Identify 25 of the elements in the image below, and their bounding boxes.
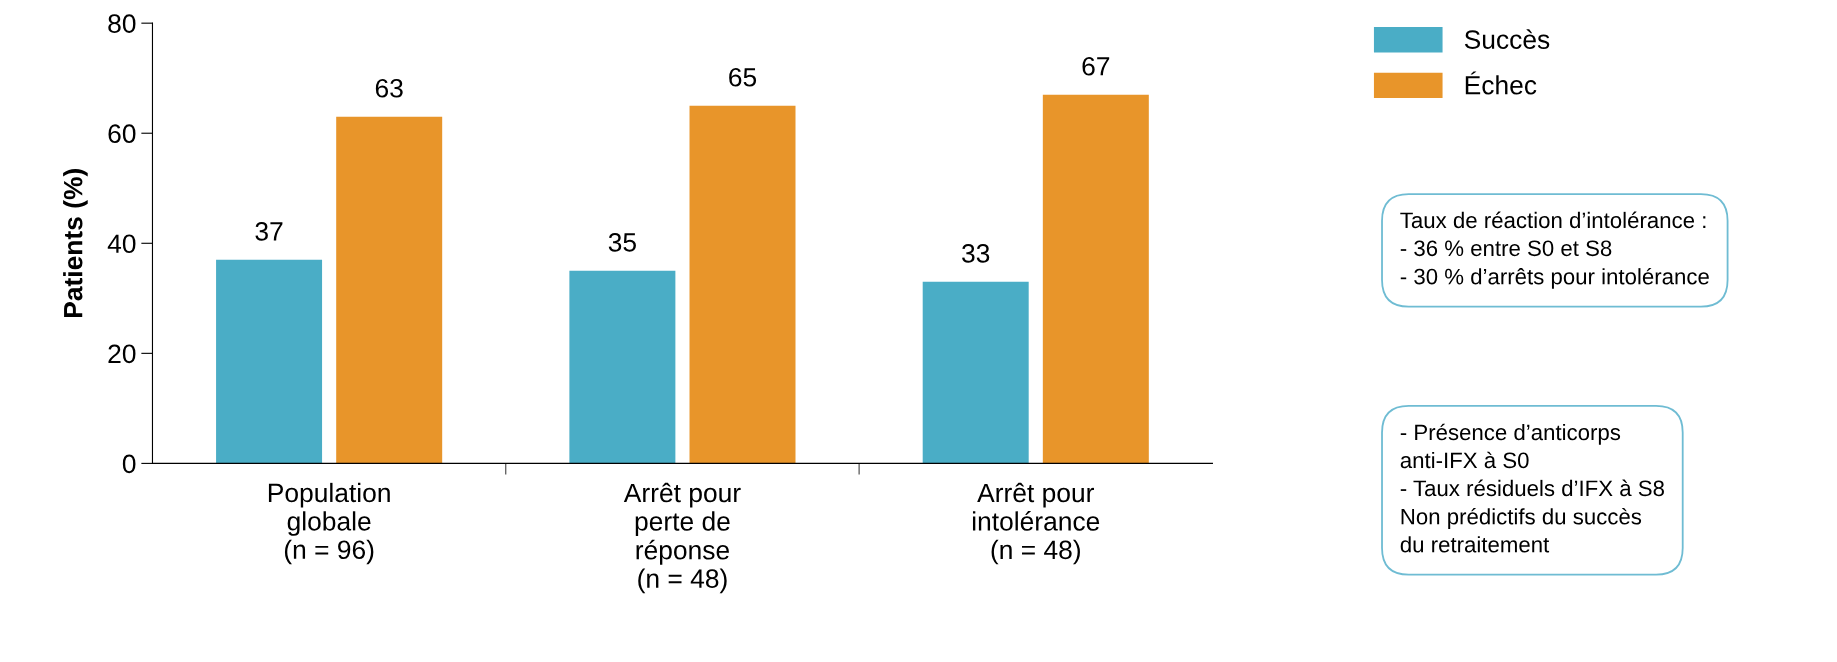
bar: [922, 281, 1029, 464]
bar: [1042, 94, 1149, 464]
data-label: 35: [608, 233, 636, 252]
y-axis-title: Patients (%): [63, 169, 88, 318]
text: Taux de réaction d’intolérance : - 36 % entre S0 et S8 - 30 % d’arrêts pour intolérance: [1400, 211, 1709, 289]
bar: [216, 259, 323, 464]
y-tick-label: 80: [108, 14, 136, 33]
x-tick-label: Population globale (n = 96): [268, 482, 390, 565]
data-label: 63: [375, 78, 403, 98]
bar: [689, 105, 796, 464]
y-tick-label: 40: [107, 234, 136, 254]
y-tick-label: 60: [108, 124, 136, 144]
y-tick-label: 0: [122, 454, 136, 474]
data-label: 67: [1082, 56, 1110, 76]
data-label: 33: [962, 244, 990, 263]
text: - Présence d’anticorps anti-IFX à S0 - Taux résiduels d’IFX à S8 Non prédictifs du succès du retraitement: [1400, 423, 1664, 553]
data-label: 65: [729, 67, 757, 87]
bar: [569, 270, 676, 464]
bar: [336, 116, 443, 464]
data-label: 37: [255, 222, 283, 241]
legend-label: Échec: [1465, 71, 1537, 95]
x-tick-label: Arrêt pour perte de réponse (n = 48): [623, 482, 741, 594]
legend-label: Succès: [1464, 29, 1550, 49]
y-tick-label: 20: [108, 344, 136, 364]
x-tick-label: Arrêt pour intolérance (n = 48): [972, 482, 1100, 565]
